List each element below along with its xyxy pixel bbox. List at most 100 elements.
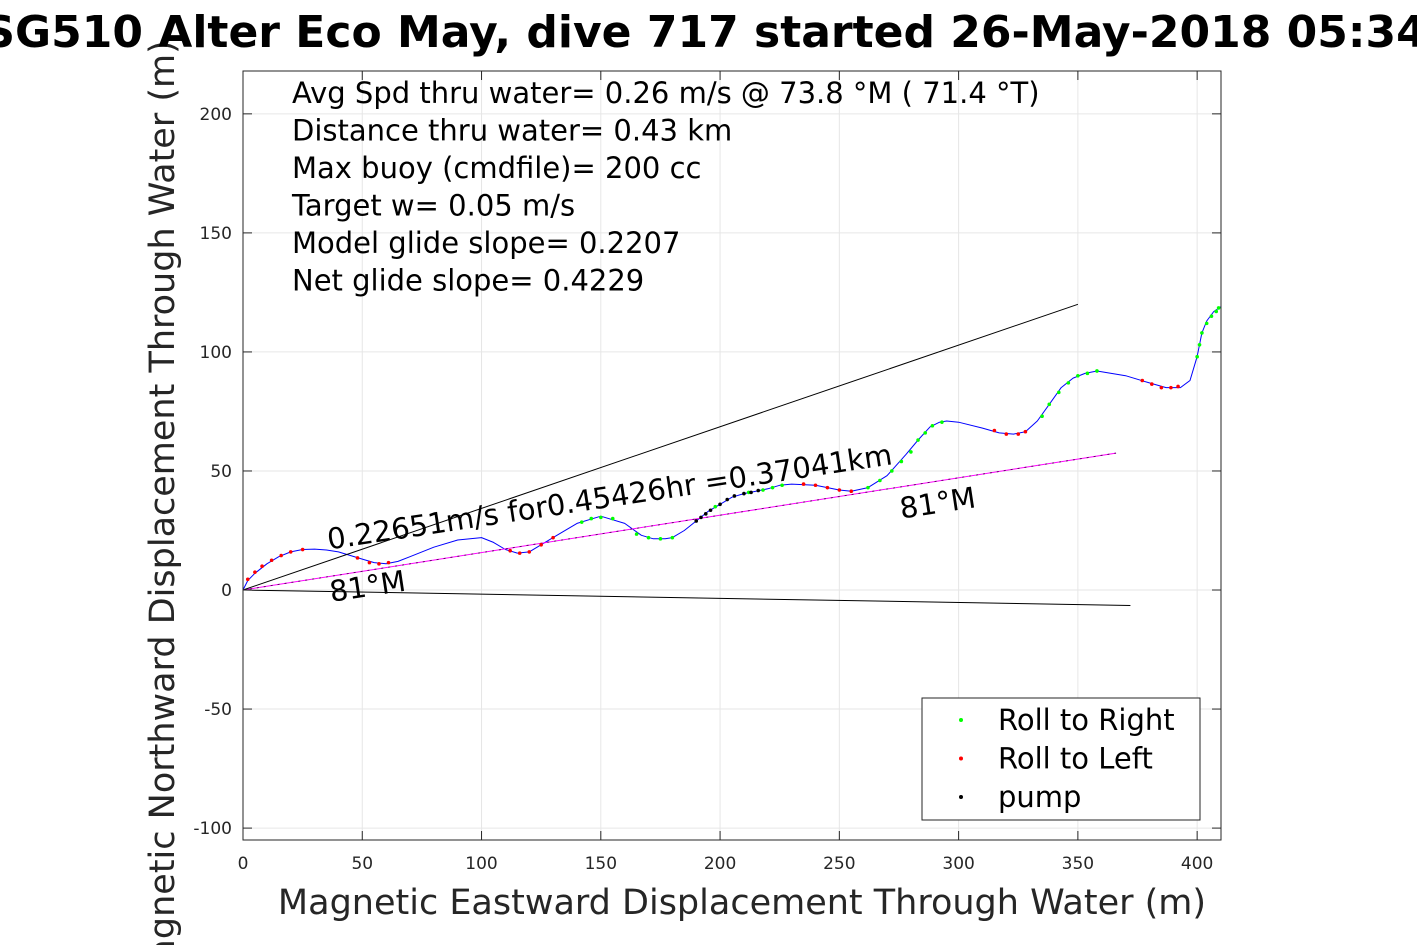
marker-roll-to-left xyxy=(1016,432,1021,436)
legend-box xyxy=(921,697,1201,821)
marker-roll-to-right xyxy=(909,450,913,454)
marker-roll-to-left xyxy=(269,558,274,563)
marker-roll-to-right xyxy=(658,537,663,541)
marker-roll-to-left xyxy=(1004,432,1009,436)
marker-roll-to-right xyxy=(1040,414,1044,419)
data-series xyxy=(242,303,1222,606)
marker-roll-to-right xyxy=(1047,402,1052,407)
marker-pump xyxy=(699,515,703,520)
marker-roll-to-right xyxy=(1095,369,1099,373)
marker-pump xyxy=(718,502,722,507)
info-line: Net glide slope= 0.4229 xyxy=(292,264,644,298)
marker-roll-to-left xyxy=(1023,429,1028,434)
marker-roll-to-left xyxy=(260,564,264,569)
heading-line-dashes xyxy=(242,452,1117,591)
marker-roll-to-right xyxy=(1076,373,1080,378)
info-line: Model glide slope= 0.2207 xyxy=(292,226,680,260)
y-tick-label: -100 xyxy=(193,819,232,839)
marker-pump xyxy=(694,519,699,523)
info-line: Distance thru water= 0.43 km xyxy=(292,114,732,148)
x-tick-label: 0 xyxy=(238,854,249,874)
marker-roll-to-left xyxy=(1176,384,1180,389)
marker-pump xyxy=(725,497,730,502)
marker-pump xyxy=(708,508,713,513)
marker-roll-to-right xyxy=(780,483,784,488)
marker-roll-to-right xyxy=(589,516,594,521)
legend-label: Roll to Left xyxy=(998,742,1153,776)
marker-roll-to-left xyxy=(992,428,997,433)
marker-roll-to-right xyxy=(1216,306,1221,310)
y-tick-label: 200 xyxy=(200,105,232,125)
marker-roll-to-right xyxy=(1056,390,1061,395)
marker-pump xyxy=(703,512,708,516)
y-axis-label: Magnetic Northward Displacement Through … xyxy=(143,40,183,945)
info-text-block: Avg Spd thru water= 0.26 m/s @ 73.8 °M (… xyxy=(291,76,1040,298)
marker-roll-to-left xyxy=(813,483,818,488)
legend-label: pump xyxy=(998,780,1081,814)
x-tick-label: 50 xyxy=(351,854,373,874)
marker-roll-to-left xyxy=(837,488,842,492)
marker-roll-to-right xyxy=(1204,321,1209,326)
marker-roll-to-right xyxy=(1066,381,1071,385)
series-line-envelope-upper xyxy=(242,303,1079,591)
marker-roll-to-left xyxy=(377,562,381,566)
x-tick-label: 150 xyxy=(585,854,617,874)
marker-roll-to-right xyxy=(761,488,765,492)
x-tick-label: 300 xyxy=(942,854,974,874)
marker-roll-to-right xyxy=(713,504,718,509)
marker-roll-to-right xyxy=(1197,342,1202,347)
marker-roll-to-left xyxy=(300,547,305,552)
marker-pump xyxy=(742,491,746,496)
marker-roll-to-left xyxy=(1140,378,1145,383)
marker-roll-to-right xyxy=(770,485,775,490)
y-tick-label: 100 xyxy=(200,343,232,363)
marker-roll-to-left xyxy=(279,553,283,558)
marker-roll-to-left xyxy=(517,551,522,555)
marker-pump xyxy=(756,488,761,493)
marker-roll-to-right xyxy=(899,459,904,464)
marker-roll-to-left xyxy=(551,535,555,540)
marker-roll-to-right xyxy=(1085,371,1090,376)
marker-roll-to-right xyxy=(610,516,615,521)
x-axis-label: Magnetic Eastward Displacement Through W… xyxy=(278,883,1206,923)
axis-ticks: 0 50 100 150 200 250 300 350 400 -100 -50 0 50 100 150… xyxy=(193,71,1221,874)
marker-roll-to-left xyxy=(527,550,532,554)
marker-roll-to-right xyxy=(579,520,584,524)
y-tick-label: 50 xyxy=(210,462,232,482)
x-tick-label: 350 xyxy=(1062,854,1094,874)
plot-frame xyxy=(242,70,1222,841)
x-tick-label: 400 xyxy=(1181,854,1213,874)
chart-title: SG510 Alter Eco May, dive 717 started 26… xyxy=(0,7,1417,58)
x-tick-label: 100 xyxy=(465,854,497,874)
marker-roll-to-right xyxy=(599,515,603,520)
marker-roll-to-left xyxy=(825,485,830,490)
marker-roll-to-left xyxy=(508,548,512,553)
marker-roll-to-left xyxy=(245,577,250,582)
marker-roll-to-left xyxy=(1159,385,1164,390)
marker-roll-to-right xyxy=(1214,309,1219,314)
marker-roll-to-right xyxy=(923,431,928,435)
legend-label: Roll to Right xyxy=(998,703,1175,737)
marker-pump xyxy=(749,490,753,495)
legend-marker xyxy=(959,756,963,761)
x-tick-label: 200 xyxy=(704,854,736,874)
marker-roll-to-left xyxy=(386,560,391,565)
marker-roll-to-left xyxy=(1169,385,1173,390)
info-line: Avg Spd thru water= 0.26 m/s @ 73.8 °M (… xyxy=(292,76,1040,110)
marker-roll-to-left xyxy=(355,556,360,560)
info-line: Target w= 0.05 m/s xyxy=(291,189,575,223)
info-line: Max buoy (cmdfile)= 200 cc xyxy=(292,151,701,185)
y-tick-label: 150 xyxy=(200,224,232,244)
marker-roll-to-left xyxy=(253,570,257,574)
marker-roll-to-right xyxy=(1200,331,1204,335)
marker-roll-to-left xyxy=(288,550,293,554)
legend-marker xyxy=(959,718,963,722)
marker-roll-to-right xyxy=(866,485,870,490)
marker-roll-to-right xyxy=(916,438,920,442)
marker-roll-to-right xyxy=(634,532,639,536)
marker-roll-to-right xyxy=(940,420,944,424)
series-line-envelope-lower xyxy=(242,589,1131,606)
marker-roll-to-right xyxy=(646,535,651,540)
marker-pump xyxy=(732,494,737,498)
